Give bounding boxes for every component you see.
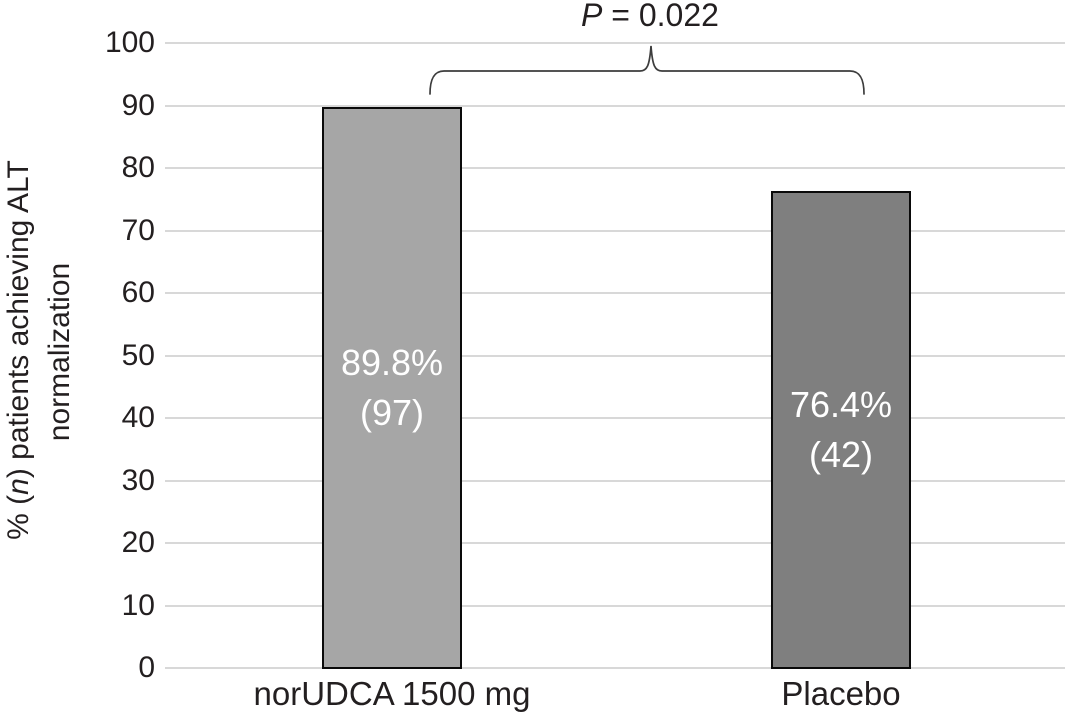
y-tick-label-90: 90 — [121, 88, 155, 122]
p-value-text: = 0.022 — [602, 0, 719, 33]
bar-count-label: (97) — [359, 391, 425, 433]
bar-norudca: 89.8% (97) — [322, 106, 462, 669]
gridline-60 — [165, 292, 1065, 294]
gridline-100 — [165, 42, 1065, 44]
x-category-label-norudca: norUDCA 1500 mg — [253, 675, 531, 712]
bracket-path — [429, 45, 865, 95]
y-tick-label-10: 10 — [121, 588, 155, 622]
p-value-symbol: P — [581, 0, 603, 33]
y-tick-label-60: 60 — [121, 276, 155, 309]
p-value-annotation: P = 0.022 — [581, 0, 719, 32]
y-tick-label-80: 80 — [121, 151, 155, 184]
gridline-10 — [165, 604, 1065, 607]
gridline-0 — [165, 667, 1065, 669]
gridline-20 — [165, 542, 1065, 544]
bar-percent-label: 76.4% — [789, 383, 893, 425]
gridline-70 — [165, 229, 1065, 232]
y-tick-label-100: 100 — [104, 26, 155, 59]
gridline-40 — [165, 417, 1065, 419]
y-tick-label-20: 20 — [121, 526, 155, 559]
y-tick-label-0: 0 — [138, 651, 155, 684]
bar-count-label: (42) — [808, 433, 874, 475]
y-tick-label-40: 40 — [121, 401, 155, 434]
gridline-80 — [165, 167, 1065, 169]
bar-placebo: 76.4% (42) — [771, 190, 911, 669]
gridline-50 — [165, 354, 1065, 357]
bar-percent-label: 89.8% — [340, 341, 444, 383]
y-tick-label-50: 50 — [121, 338, 155, 372]
y-tick-label-70: 70 — [121, 213, 155, 247]
gridline-30 — [165, 479, 1065, 482]
gridline-90 — [165, 104, 1065, 107]
x-category-label-placebo: Placebo — [781, 675, 901, 712]
y-tick-label-30: 30 — [121, 463, 155, 497]
